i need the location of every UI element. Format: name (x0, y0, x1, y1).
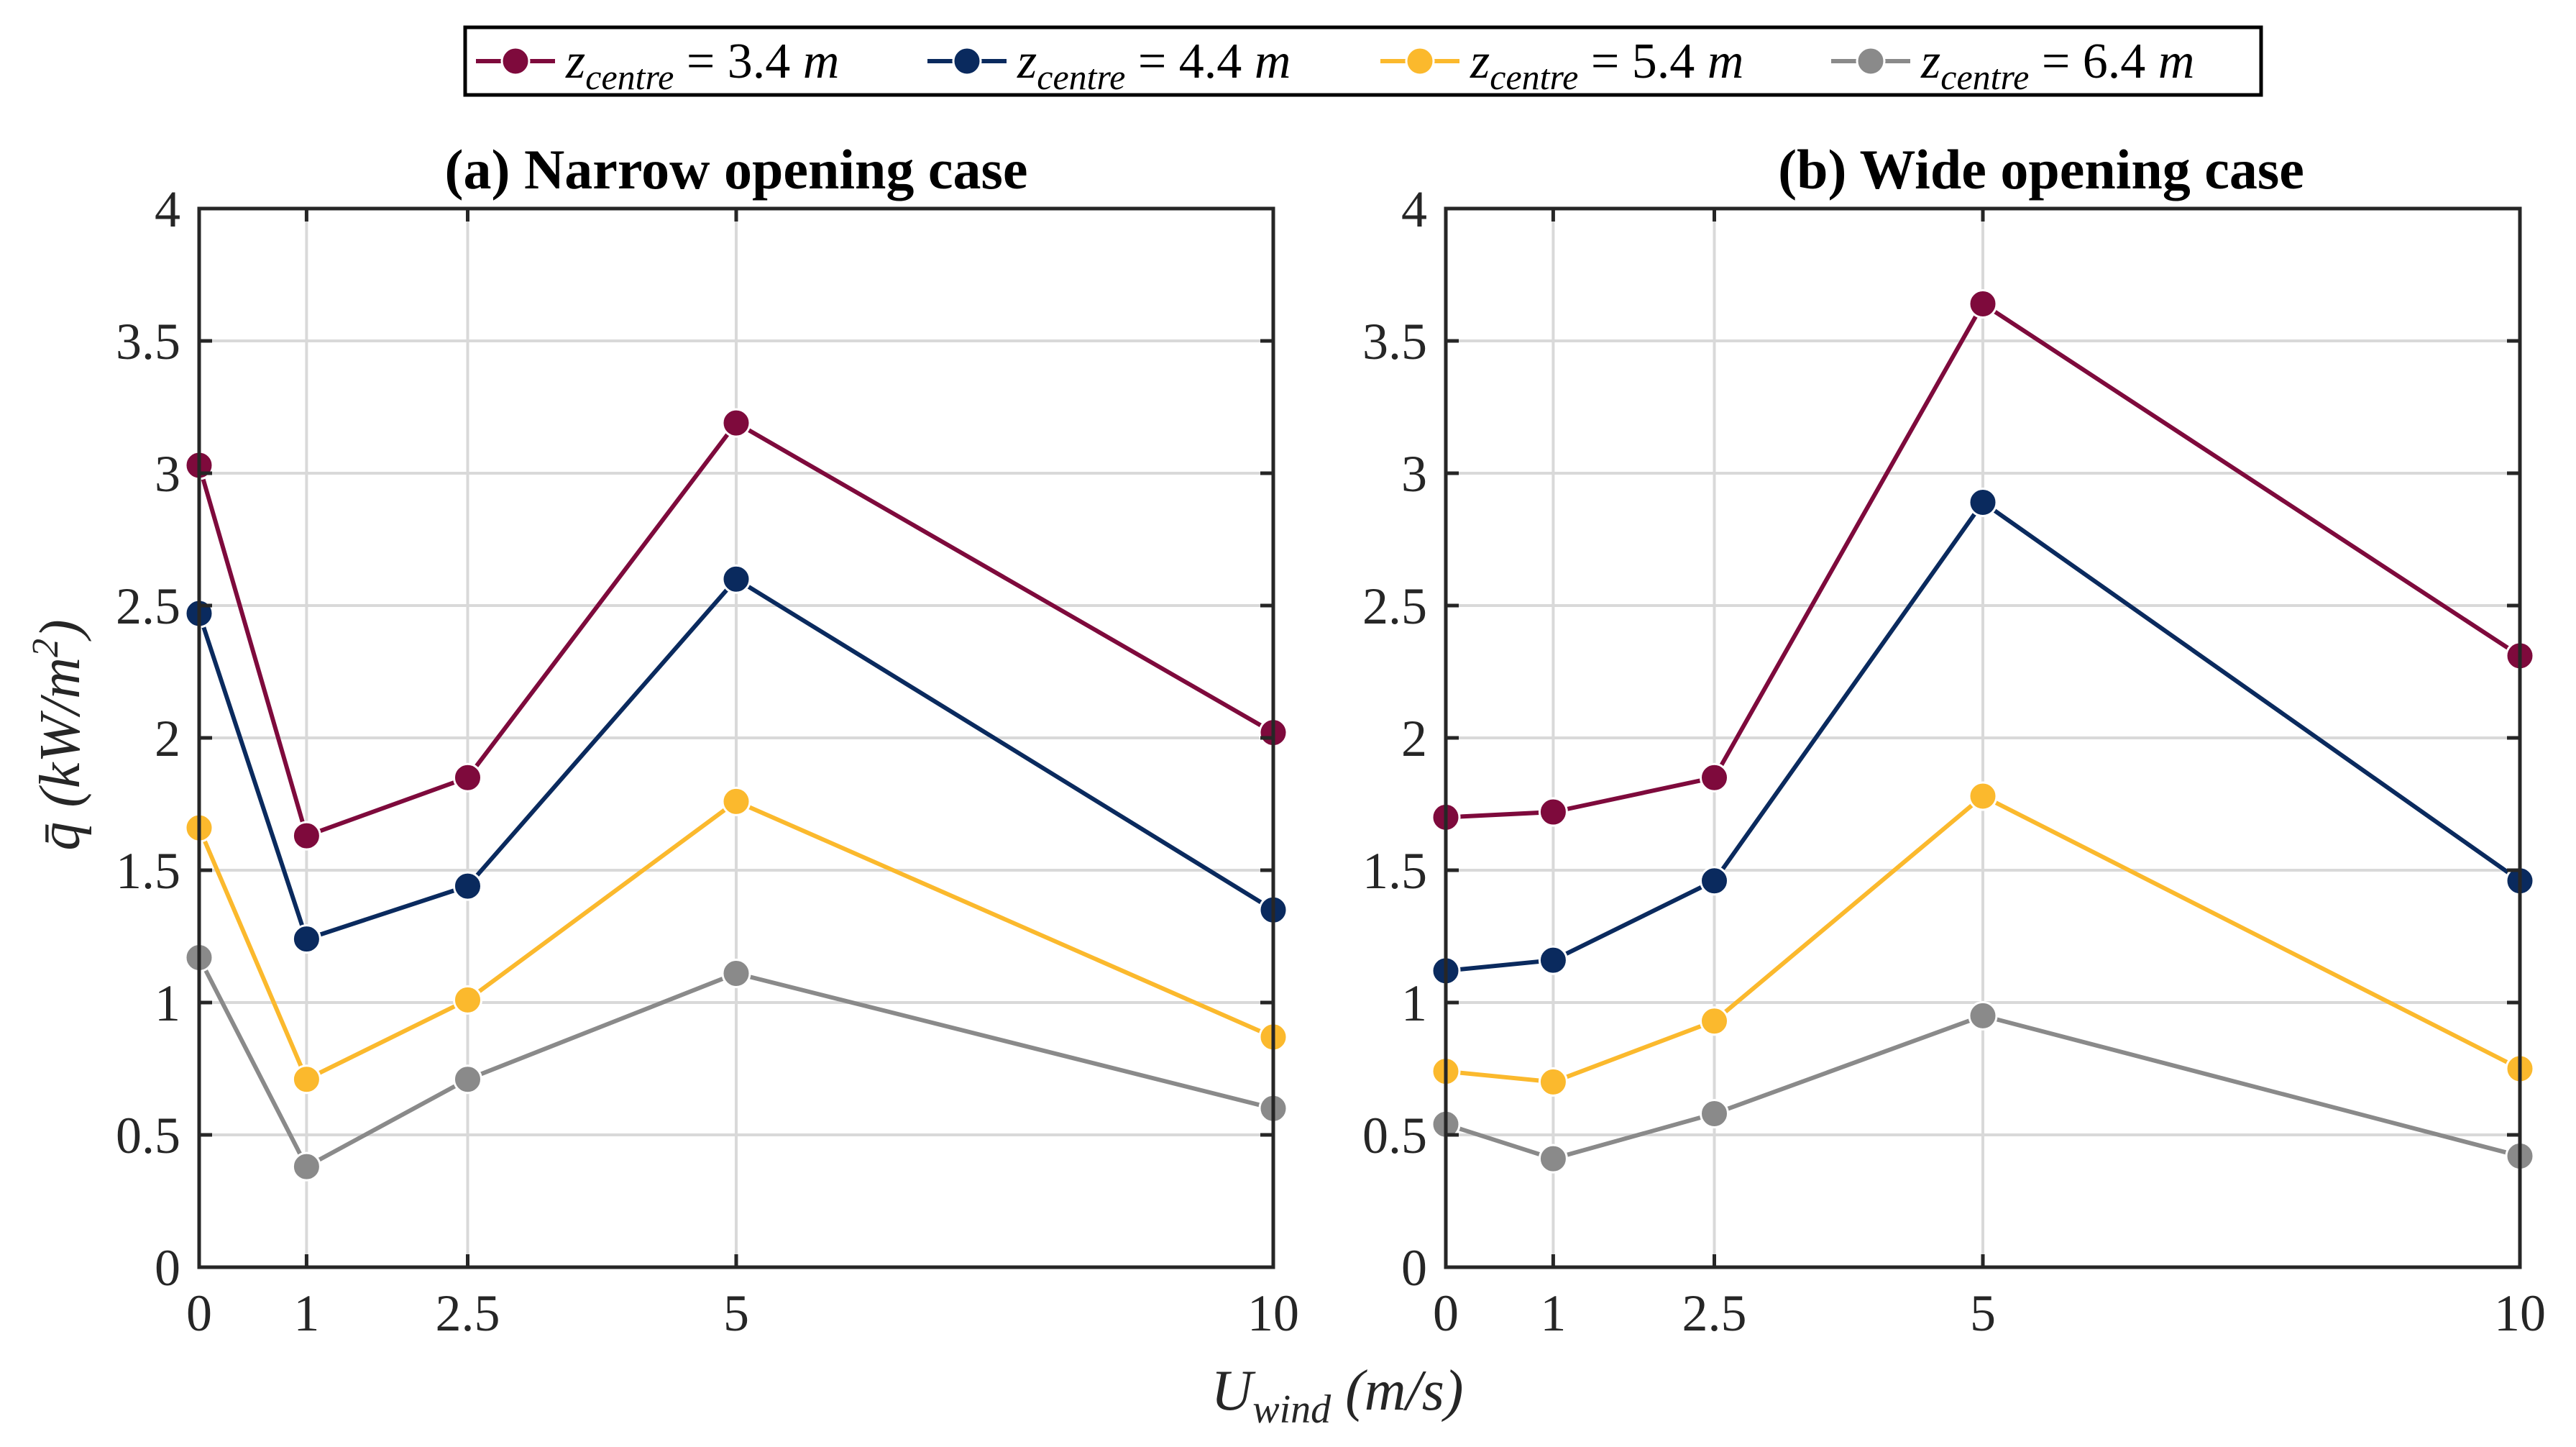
series-2 (1431, 487, 2535, 986)
x-tick-label: 5 (1970, 1284, 1996, 1342)
data-point (1538, 1144, 1568, 1174)
y-tick-label: 3 (155, 445, 180, 503)
y-tick-label: 3.5 (1362, 313, 1427, 370)
y-tick-label: 1.5 (116, 842, 180, 900)
legend-entry: zcentre = 5.4 m (1380, 34, 1743, 97)
ticks: 0 0.5 1 1.5 2 2.5 3 3.5 4 0 1 2.5 5 10 (1362, 181, 2546, 1342)
data-point (453, 1064, 482, 1095)
y-tick-label: 3.5 (116, 313, 180, 370)
data-point (1700, 1099, 1729, 1129)
x-tick-label: 5 (723, 1284, 749, 1342)
data-point (1968, 1000, 1998, 1031)
x-axis-label-unit: (m/s) (1331, 1359, 1463, 1423)
data-point (1700, 762, 1729, 793)
data-point (1968, 487, 1998, 517)
x-tick-label: 10 (2494, 1284, 2546, 1342)
data-point (1538, 1067, 1568, 1097)
y-tick-label: 0 (155, 1239, 180, 1297)
panel-narrow-opening: (a) Narrow opening case 0 0.5 1 1.5 2 2.5 3 3.5… (116, 138, 1299, 1342)
y-tick-label: 0.5 (116, 1107, 180, 1164)
data-point (1968, 781, 1998, 811)
panel-wide-opening: (b) Wide opening case 00.511.522.533.540… (1362, 138, 2546, 1342)
y-axis-label-close: ) (29, 619, 92, 642)
legend-label: zcentre = 3.4 m (565, 34, 839, 97)
legend-marker (1405, 46, 1435, 76)
legend-entry: zcentre = 6.4 m (1831, 34, 2194, 97)
y-tick-label: 2 (155, 710, 180, 767)
data-point (1538, 945, 1568, 975)
data-point (291, 821, 321, 851)
y-tick-label: 1 (155, 974, 180, 1032)
x-tick-label: 0 (1433, 1284, 1459, 1342)
y-tick-label: 2.5 (1362, 578, 1427, 635)
panel-title: (b) Wide opening case (1778, 138, 2304, 201)
legend-marker (952, 46, 982, 76)
data-point (1538, 797, 1568, 827)
y-axis-label-unit: (kW/m (29, 657, 92, 822)
legend-label: zcentre = 5.4 m (1470, 34, 1743, 97)
legend-box (463, 25, 2263, 97)
legend-label: zcentre = 4.4 m (1017, 34, 1291, 97)
x-tick-label: 2.5 (1682, 1284, 1747, 1342)
legend-marker (1856, 46, 1886, 76)
x-axis-label: Uwind (m/s) (1211, 1359, 1463, 1432)
y-axis-label: q̄ (kW/m2) (25, 619, 92, 850)
y-tick-label: 0.5 (1362, 1107, 1427, 1164)
data-point (453, 871, 482, 901)
data-point (453, 762, 482, 793)
x-tick-label: 10 (1247, 1284, 1299, 1342)
data-point (291, 924, 321, 954)
x-axis-label-sub: wind (1252, 1387, 1331, 1432)
y-tick-label: 4 (1401, 181, 1427, 238)
data-point (1968, 288, 1998, 319)
data-point (721, 786, 751, 816)
series-4 (184, 942, 1288, 1182)
data-point (291, 1064, 321, 1095)
ticks: 0 0.5 1 1.5 2 2.5 3 3.5 4 0 1 2.5 5 10 (116, 181, 1299, 1342)
y-tick-label: 2.5 (116, 578, 180, 635)
x-tick-label: 1 (1540, 1284, 1566, 1342)
y-tick-label: 3 (1401, 445, 1427, 503)
data-point (721, 564, 751, 594)
x-axis-label-var: U (1211, 1359, 1256, 1423)
y-axis-label-sup: 2 (25, 639, 66, 657)
y-axis-label-var: q̄ (29, 822, 92, 851)
legend-label: zcentre = 6.4 m (1920, 34, 2194, 97)
data-point (721, 959, 751, 989)
y-tick-label: 1 (1401, 974, 1427, 1032)
legend-entry: zcentre = 3.4 m (476, 34, 839, 97)
data-point (453, 985, 482, 1015)
series-4 (1431, 1000, 2535, 1174)
y-tick-label: 4 (155, 181, 180, 238)
series-3 (184, 786, 1288, 1095)
data-point (1700, 866, 1729, 896)
legend-entry: zcentre = 4.4 m (927, 34, 1291, 97)
x-tick-label: 2.5 (436, 1284, 500, 1342)
y-tick-label: 0 (1401, 1239, 1427, 1297)
x-tick-label: 0 (186, 1284, 212, 1342)
x-tick-label: 1 (293, 1284, 319, 1342)
series-1 (184, 408, 1288, 851)
data-point (1700, 1006, 1729, 1036)
panel-title: (a) Narrow opening case (445, 138, 1028, 201)
series-3 (1431, 781, 2535, 1097)
y-tick-label: 2 (1401, 710, 1427, 767)
data-point (291, 1151, 321, 1182)
legend: zcentre = 3.4 m zcentre = 4.4 m zcentre = … (463, 25, 2263, 97)
legend-marker (500, 46, 531, 76)
data-point (721, 408, 751, 438)
y-tick-label: 1.5 (1362, 842, 1427, 900)
